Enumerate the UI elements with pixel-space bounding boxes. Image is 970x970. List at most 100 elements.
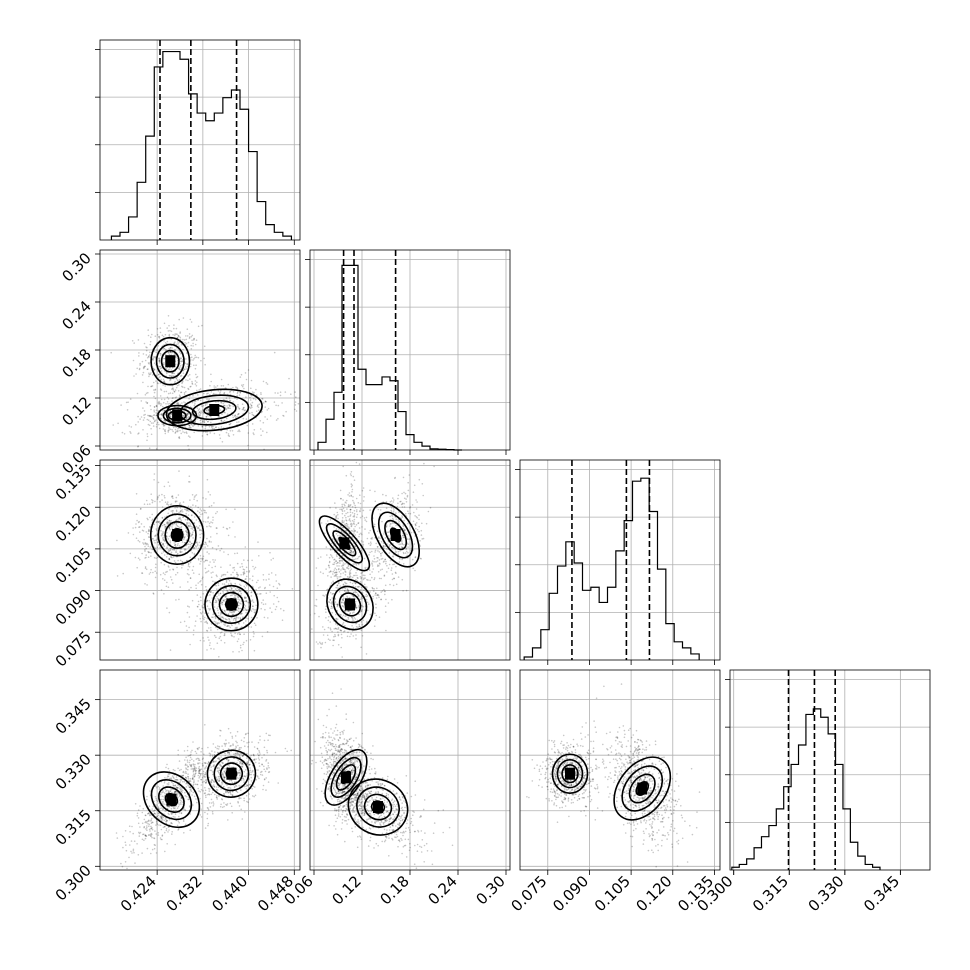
scatter-point: [141, 572, 143, 574]
scatter-point: [224, 596, 226, 598]
scatter-point: [185, 508, 187, 511]
scatter-point: [245, 609, 247, 612]
scatter-point: [185, 777, 188, 779]
scatter-point: [251, 600, 253, 602]
scatter-point: [349, 569, 352, 572]
scatter-point: [350, 495, 353, 497]
scatter-point: [144, 365, 146, 368]
scatter-point: [181, 775, 184, 777]
scatter-point: [215, 527, 218, 529]
scatter-point: [244, 587, 247, 589]
scatter-point: [209, 536, 212, 538]
scatter-point: [168, 829, 170, 831]
scatter-point: [284, 747, 287, 750]
scatter-point: [150, 415, 153, 418]
scatter-point: [231, 790, 234, 793]
scatter-point: [187, 779, 190, 781]
scatter-point: [211, 522, 214, 524]
scatter-point: [169, 366, 171, 369]
scatter-point: [250, 591, 253, 593]
scatter-point: [149, 830, 151, 832]
scatter-point: [196, 757, 199, 760]
scatter-point: [359, 516, 362, 519]
scatter-point: [172, 426, 175, 429]
scatter-point: [357, 556, 360, 558]
scatter-point: [235, 626, 237, 629]
scatter-point: [192, 776, 194, 779]
scatter-point: [253, 622, 256, 625]
scatter-point: [173, 327, 175, 330]
scatter-point: [167, 521, 170, 524]
scatter-point: [203, 561, 205, 563]
scatter-point: [175, 327, 178, 330]
scatter-point: [177, 829, 179, 831]
scatter-point: [263, 746, 266, 749]
scatter-point: [348, 518, 351, 520]
scatter-point: [256, 775, 259, 777]
scatter-point: [191, 401, 194, 404]
scatter-point: [329, 554, 332, 556]
scatter-point: [223, 742, 226, 745]
scatter-point: [163, 523, 165, 526]
scatter-point: [199, 596, 202, 598]
scatter-point: [239, 771, 241, 774]
scatter-point: [139, 418, 141, 420]
scatter-point: [249, 403, 252, 406]
scatter-point: [173, 549, 175, 551]
scatter-point: [235, 589, 238, 592]
scatter-point: [360, 572, 363, 574]
scatter-point: [167, 398, 170, 400]
scatter-point: [221, 798, 223, 800]
scatter-point: [349, 508, 352, 511]
scatter-point: [228, 617, 230, 620]
scatter-point: [194, 783, 197, 786]
scatter-point: [268, 771, 271, 773]
scatter-point: [174, 544, 176, 546]
scatter-point: [177, 334, 180, 337]
scatter-point: [177, 767, 179, 770]
scatter-point: [188, 475, 191, 478]
scatter-point: [163, 420, 166, 422]
scatter-point: [232, 386, 234, 389]
scatter-point: [183, 781, 186, 783]
scatter-point: [204, 404, 207, 407]
scatter-point: [212, 761, 215, 763]
scatter-point: [207, 414, 209, 417]
scatter-point: [156, 529, 158, 532]
scatter-point: [325, 546, 328, 548]
scatter-point: [268, 766, 270, 769]
scatter-point: [201, 532, 203, 535]
scatter-point: [177, 820, 180, 822]
scatter-point: [183, 339, 186, 341]
scatter-point: [226, 571, 229, 573]
scatter-point: [199, 414, 201, 417]
scatter-point: [192, 784, 194, 787]
density-contour: [211, 584, 252, 624]
scatter-point: [153, 389, 155, 391]
scatter-point: [236, 777, 239, 779]
scatter-point: [266, 409, 269, 411]
scatter-point: [189, 532, 192, 535]
scatter-point: [392, 507, 395, 510]
scatter-point: [236, 421, 238, 424]
scatter-point: [197, 399, 199, 402]
scatter-point: [341, 519, 344, 522]
scatter-point: [208, 409, 210, 412]
scatter-point: [193, 416, 196, 419]
scatter-point: [186, 363, 188, 365]
scatter-point: [152, 538, 154, 540]
scatter-point: [187, 777, 190, 780]
scatter-point: [193, 779, 195, 781]
scatter-point: [157, 541, 159, 543]
scatter-point: [174, 790, 177, 793]
scatter-point: [190, 359, 192, 361]
scatter-point: [179, 351, 181, 354]
scatter-point: [128, 425, 130, 427]
scatter-point: [167, 369, 169, 371]
scatter-point: [167, 351, 169, 354]
scatter-point: [330, 582, 333, 584]
scatter-point: [163, 347, 166, 350]
scatter-point: [164, 430, 166, 432]
scatter-point: [206, 545, 209, 547]
scatter-point: [244, 745, 246, 747]
